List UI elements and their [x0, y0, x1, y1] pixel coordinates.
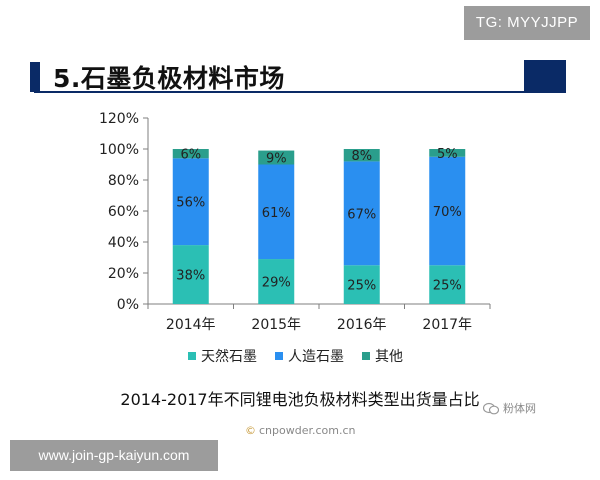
- slide-title: 5.石墨负极材料市场: [53, 64, 285, 93]
- wechat-watermark: 粉体网: [483, 400, 536, 416]
- wechat-icon: [483, 402, 499, 414]
- bar-segment: [343, 149, 380, 162]
- bar-segment: [343, 265, 380, 304]
- source-domain: cnpowder.com.cn: [259, 424, 356, 437]
- legend-swatch-artificial-graphite: [275, 352, 283, 360]
- y-tick-label: 100%: [99, 142, 139, 158]
- bar-segment: [429, 149, 466, 157]
- data-label: 5%: [437, 147, 458, 162]
- legend-label-artificial-graphite: 人造石墨: [288, 349, 344, 365]
- data-label: 70%: [433, 205, 462, 220]
- legend-label-other: 其他: [375, 349, 403, 365]
- legend-swatch-other: [362, 352, 370, 360]
- x-tick-label: 2016年: [337, 317, 387, 333]
- y-tick-label: 0%: [117, 297, 139, 313]
- wechat-label: 粉体网: [503, 402, 536, 415]
- legend-item-natural-graphite: 天然石墨: [188, 346, 257, 366]
- bar-segment: [258, 164, 295, 260]
- x-tick-label: 2014年: [166, 317, 216, 333]
- y-tick-label: 60%: [108, 204, 139, 220]
- bar-segment: [258, 150, 295, 165]
- copyright-mark: ©: [245, 424, 256, 437]
- bar-segment: [343, 161, 380, 266]
- data-label: 38%: [176, 269, 205, 284]
- y-tick-label: 80%: [108, 173, 139, 189]
- title-accent-bar: [30, 62, 40, 92]
- chart-caption: 2014-2017年不同锂电池负极材料类型出货量占比: [120, 390, 480, 409]
- bar-segment: [172, 245, 209, 304]
- data-label: 6%: [180, 148, 201, 163]
- legend-item-other: 其他: [362, 346, 403, 366]
- legend-item-artificial-graphite: 人造石墨: [275, 346, 344, 366]
- bar-segment: [172, 149, 209, 159]
- data-label: 8%: [351, 149, 372, 164]
- url-watermark-badge: www.join-gp-kaiyun.com: [10, 440, 218, 471]
- title-underline: [34, 91, 524, 93]
- bar-segment: [429, 156, 466, 266]
- y-tick-label: 120%: [99, 111, 139, 127]
- title-corner-block: [524, 60, 566, 93]
- data-label: 9%: [266, 152, 287, 167]
- y-tick-label: 40%: [108, 235, 139, 251]
- data-labels: 38% 56% 6% 29% 61% 9% 25% 67% 8% 25% 70% 5%: [176, 147, 461, 294]
- chart-legend: 天然石墨 人造石墨 其他: [188, 346, 403, 366]
- y-axis: 0% 20% 40% 60% 80% 100% 120%: [99, 111, 149, 313]
- x-tick-label: 2017年: [422, 317, 472, 333]
- x-axis: 2014年 2015年 2016年 2017年: [147, 303, 491, 333]
- data-label: 25%: [347, 279, 376, 294]
- data-label: 61%: [262, 206, 291, 221]
- bar-segment: [429, 265, 466, 304]
- bar-segment: [172, 158, 209, 246]
- data-label: 25%: [433, 279, 462, 294]
- source-credit: © cnpowder.com.cn: [245, 424, 356, 437]
- legend-label-natural-graphite: 天然石墨: [201, 349, 257, 365]
- x-tick-label: 2015年: [251, 317, 301, 333]
- data-label: 29%: [262, 276, 291, 291]
- y-tick-label: 20%: [108, 266, 139, 282]
- data-label: 67%: [347, 207, 376, 222]
- bar-segment: [258, 259, 295, 304]
- bar-stacks: [172, 149, 466, 304]
- tg-watermark-badge: TG: MYYJJPP: [464, 6, 590, 40]
- legend-swatch-natural-graphite: [188, 352, 196, 360]
- data-label: 56%: [176, 196, 205, 211]
